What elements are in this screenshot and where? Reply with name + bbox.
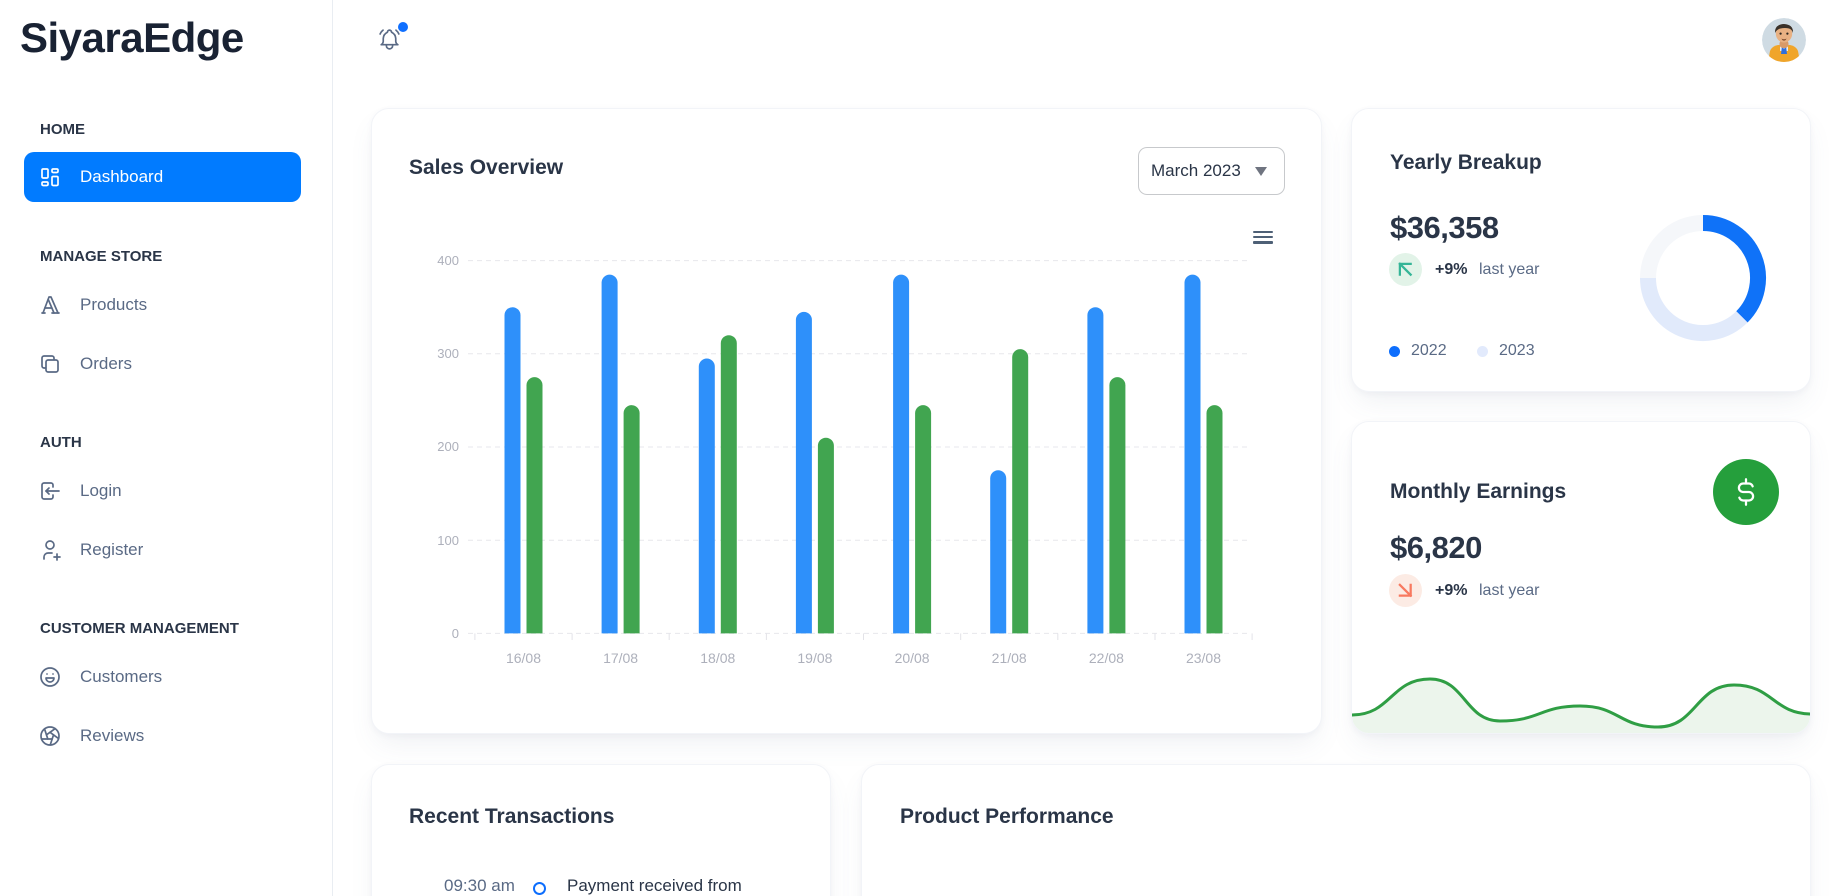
svg-text:400: 400 bbox=[437, 253, 459, 268]
svg-text:19/08: 19/08 bbox=[797, 650, 832, 666]
svg-text:22/08: 22/08 bbox=[1089, 650, 1124, 666]
svg-text:21/08: 21/08 bbox=[992, 650, 1027, 666]
svg-text:18/08: 18/08 bbox=[700, 650, 735, 666]
svg-text:200: 200 bbox=[437, 439, 459, 454]
svg-text:300: 300 bbox=[437, 346, 459, 361]
svg-text:16/08: 16/08 bbox=[506, 650, 541, 666]
svg-text:20/08: 20/08 bbox=[895, 650, 930, 666]
svg-text:0: 0 bbox=[452, 626, 459, 641]
svg-text:17/08: 17/08 bbox=[603, 650, 638, 666]
svg-text:100: 100 bbox=[437, 533, 459, 548]
svg-text:23/08: 23/08 bbox=[1186, 650, 1221, 666]
